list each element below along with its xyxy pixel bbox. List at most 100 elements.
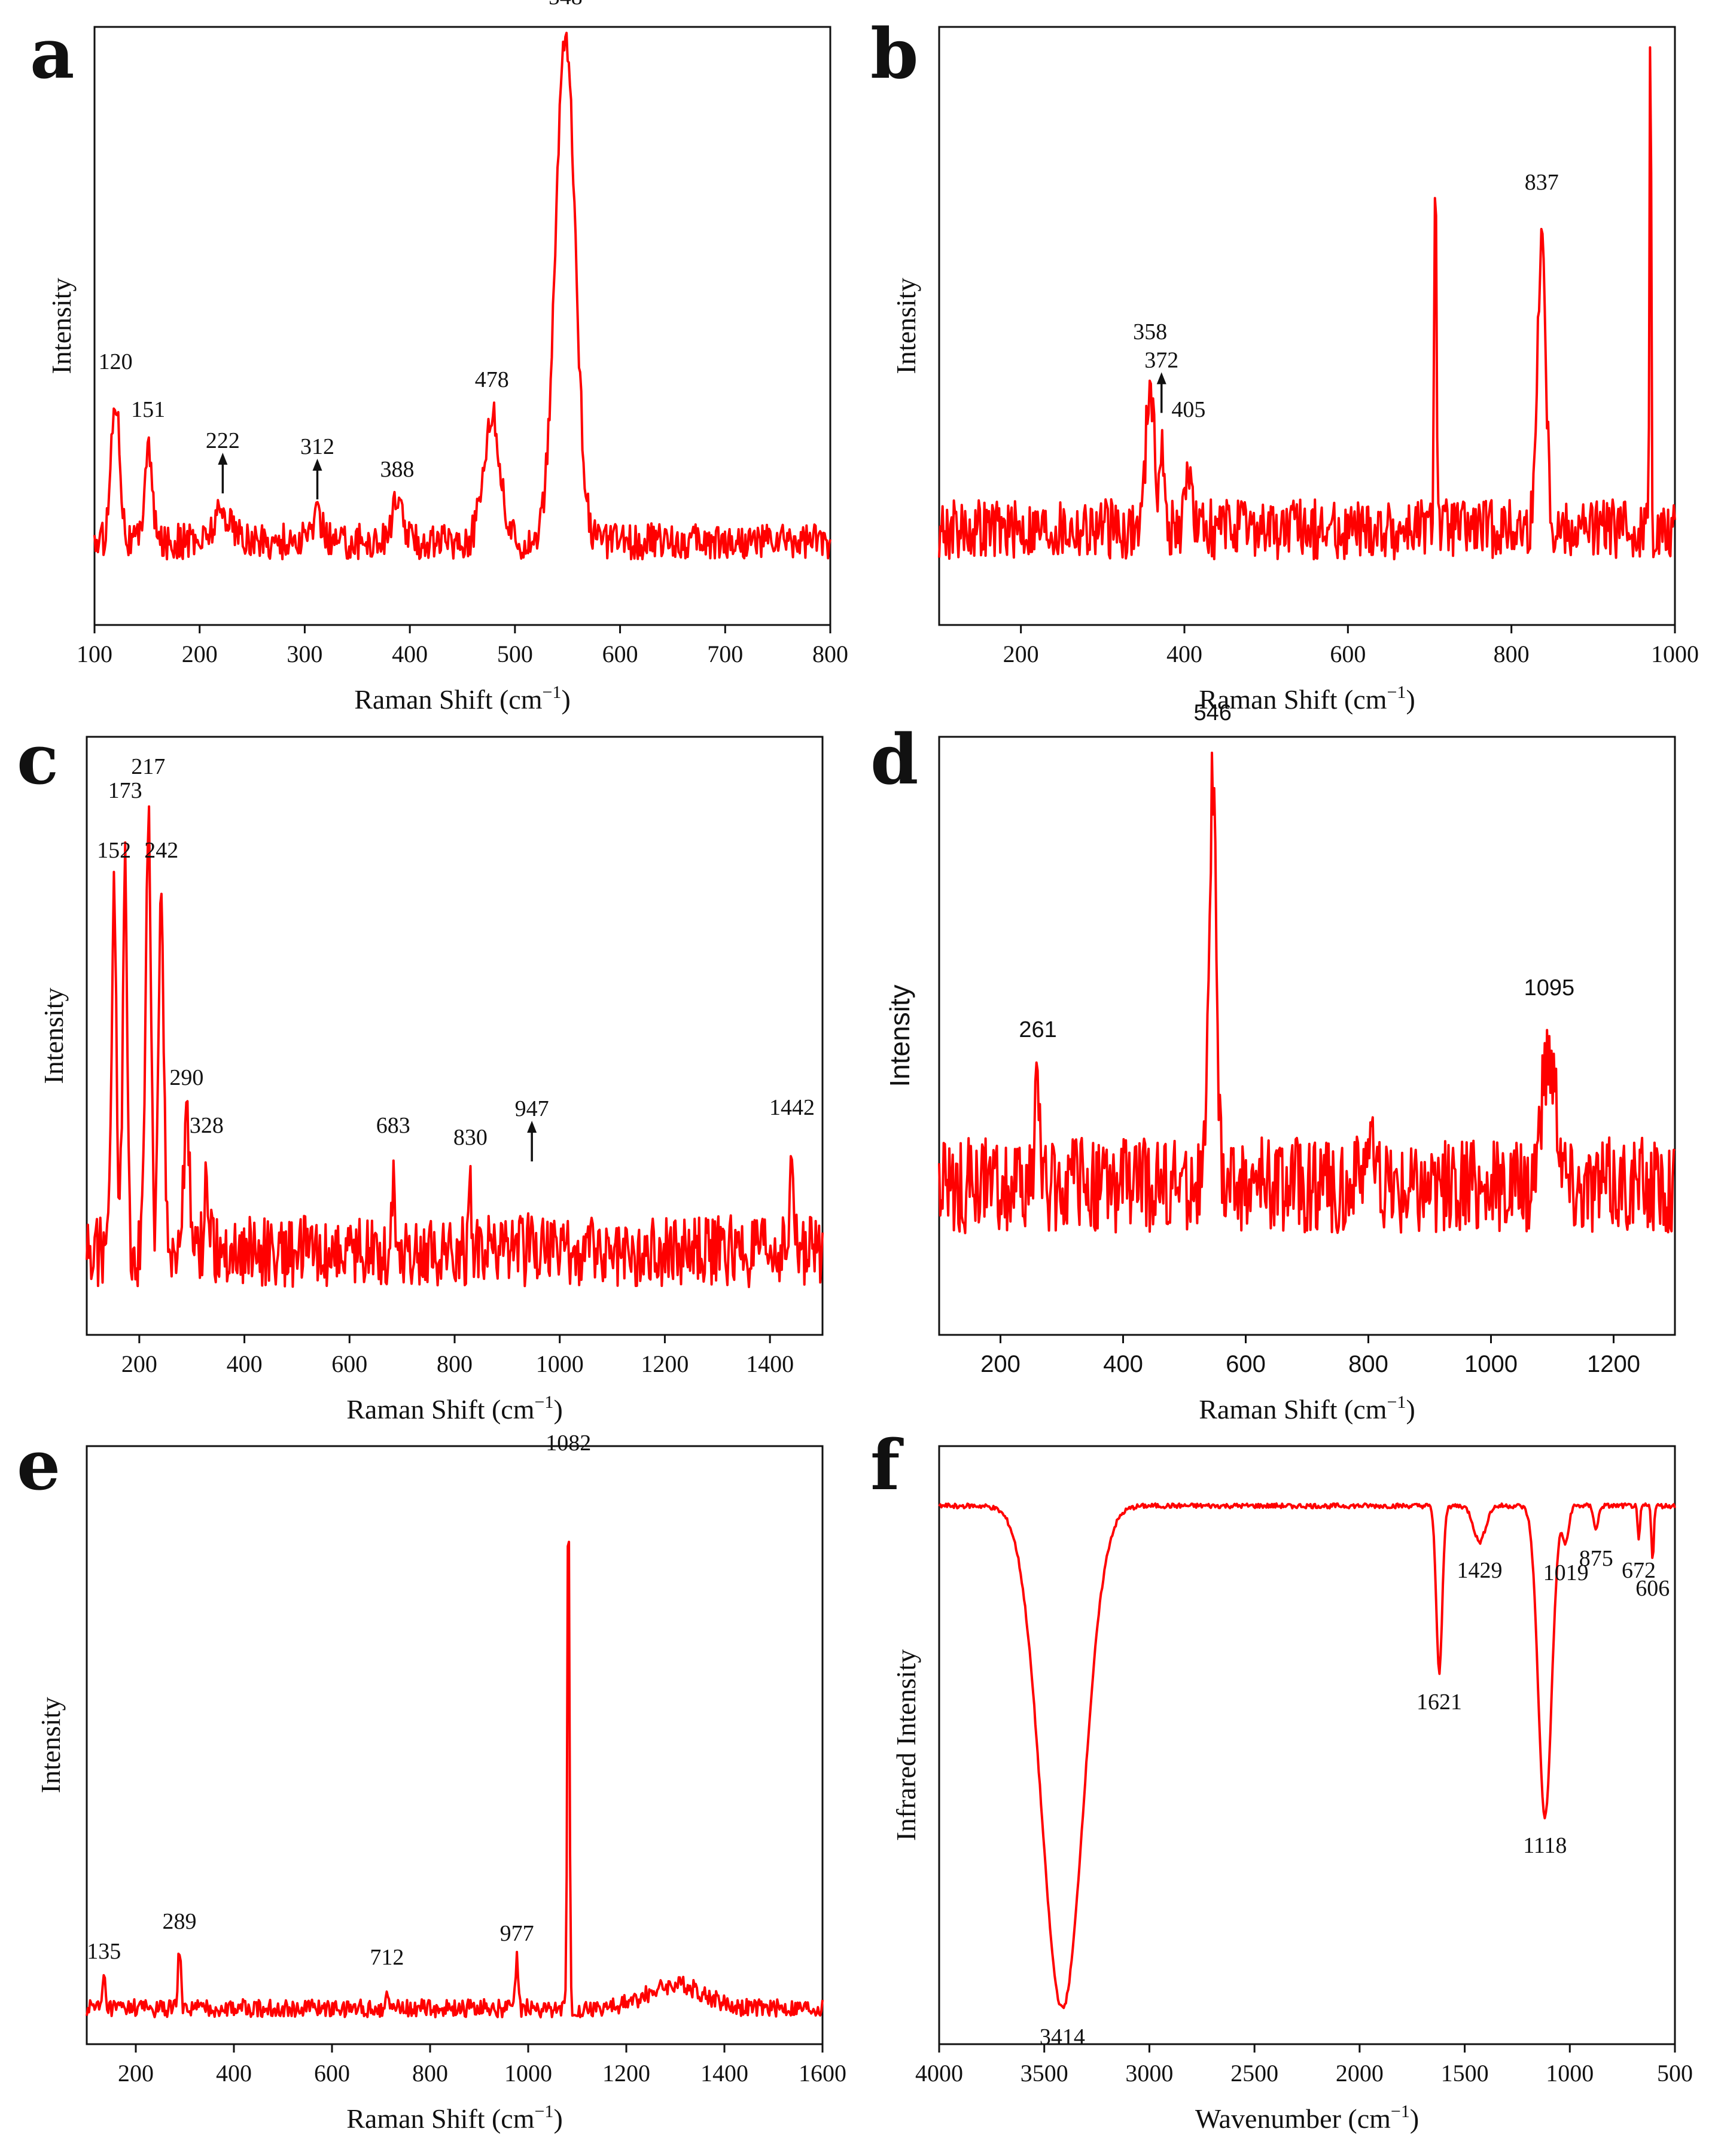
- peak-label: 405: [1171, 397, 1205, 422]
- panel-e-ticks: 200 400 600 800 1000 1200 1400 1600: [118, 2044, 846, 2087]
- panel-c-xlabel: Raman Shift (cm−1): [346, 1392, 563, 1425]
- panel-d-annotations: 261 546 1095: [1019, 700, 1574, 1042]
- x-tick-label: 1000: [1546, 2060, 1594, 2087]
- arrow-head: [312, 459, 322, 471]
- panel-a-ylabel: Intensity: [46, 278, 77, 374]
- peak-label: 135: [87, 1939, 121, 1964]
- x-tick-label: 600: [1226, 1351, 1266, 1377]
- x-tick-label: 800: [437, 1350, 473, 1377]
- peak-label: 261: [1019, 1017, 1056, 1042]
- panel-f-ylabel: Infrared Intensity: [891, 1649, 921, 1841]
- x-tick-label: 600: [314, 2060, 350, 2087]
- x-tick-label: 200: [121, 1350, 157, 1377]
- x-tick-label: 400: [227, 1350, 263, 1377]
- x-tick-label: 1000: [1464, 1351, 1518, 1377]
- panel-e-spectrum: [86, 1541, 824, 2018]
- x-tick-label: 800: [1494, 641, 1530, 667]
- panel-a: a Intensity Raman Shift (cm−1) 100 200 300…: [30, 0, 848, 715]
- panel-e-xlabel: Raman Shift (cm−1): [346, 2102, 563, 2134]
- peak-label: 222: [206, 428, 240, 453]
- arrow-head: [1156, 372, 1166, 385]
- panel-letter-a: a: [30, 14, 75, 94]
- peak-label: 1442: [769, 1095, 815, 1120]
- peak-label: 1621: [1417, 1690, 1462, 1715]
- panel-d-ticks: 200 400 600 800 1000 1200: [980, 1335, 1640, 1377]
- peak-label: 173: [108, 778, 142, 803]
- x-tick-label: 1200: [1587, 1351, 1640, 1377]
- x-tick-label: 1200: [641, 1350, 689, 1377]
- x-tick-label: 3500: [1021, 2060, 1068, 2087]
- panel-b-frame: [938, 26, 1676, 626]
- panel-b-ylabel: Intensity: [891, 278, 921, 374]
- x-tick-label: 300: [287, 641, 322, 667]
- panel-b-annotations: 358372405837970: [1133, 170, 1559, 422]
- arrow-head: [527, 1121, 537, 1133]
- x-tick-label: 600: [331, 1350, 367, 1377]
- x-tick-label: 600: [602, 641, 638, 667]
- panel-a-spectrum: [93, 32, 831, 560]
- panel-b-ticks: 200 400 600 800 1000: [1003, 625, 1699, 667]
- panel-e-annotations: 135 289 712 977 1082: [87, 1431, 591, 1970]
- peak-label: 290: [169, 1065, 203, 1090]
- panel-b-spectrum: [938, 46, 1676, 560]
- panel-b-xlabel: Raman Shift (cm−1): [1199, 682, 1415, 715]
- peak-label: 152: [97, 838, 131, 863]
- x-tick-label: 400: [216, 2060, 252, 2087]
- peak-label: 478: [475, 367, 509, 392]
- x-tick-label: 4000: [915, 2060, 963, 2087]
- panel-letter-e: e: [17, 1425, 60, 1506]
- x-tick-label: 3000: [1125, 2060, 1173, 2087]
- peak-label: 3414: [1040, 2024, 1085, 2050]
- x-tick-label: 2000: [1336, 2060, 1384, 2087]
- panel-e: e Intensity Raman Shift (cm−1) 200 400 600…: [17, 1425, 846, 2134]
- panel-d-frame: [938, 736, 1676, 1336]
- peak-label: 242: [144, 838, 178, 863]
- panel-c-spectrum: [86, 805, 824, 1288]
- x-tick-label: 400: [392, 641, 428, 667]
- panel-f-ticks: 4000 3500 3000 2500 2000 1500 1000 500: [915, 2044, 1693, 2087]
- panel-letter-b: b: [870, 14, 918, 94]
- panel-f-frame: [938, 1445, 1676, 2045]
- peak-label: 683: [376, 1113, 410, 1138]
- panel-d: d Intensity Raman Shift (cm−1) 200 400 600…: [870, 700, 1676, 1425]
- x-tick-label: 200: [1003, 641, 1039, 667]
- panel-letter-f: f: [870, 1425, 904, 1506]
- panel-d-spectrum: [938, 751, 1676, 1234]
- peak-label: 1019: [1543, 1560, 1589, 1585]
- x-tick-label: 1200: [602, 2060, 650, 2087]
- panel-f-spectrum: [938, 1502, 1676, 2009]
- x-tick-label: 100: [77, 641, 112, 667]
- peak-label: 548: [549, 0, 583, 10]
- panel-f: f Infrared Intensity Wavenumber (cm−1) 4…: [870, 1425, 1693, 2134]
- x-tick-label: 1600: [799, 2060, 846, 2087]
- peak-label: 312: [300, 434, 334, 459]
- panel-d-xlabel: Raman Shift (cm−1): [1199, 1392, 1415, 1425]
- x-tick-label: 2500: [1230, 2060, 1278, 2087]
- x-tick-label: 500: [1657, 2060, 1693, 2087]
- x-tick-label: 1000: [504, 2060, 552, 2087]
- x-tick-label: 200: [118, 2060, 154, 2087]
- peak-label: 120: [99, 349, 133, 374]
- x-tick-label: 200: [980, 1351, 1021, 1377]
- x-tick-label: 200: [182, 641, 218, 667]
- x-tick-label: 1000: [536, 1350, 584, 1377]
- panel-a-ticks: 100 200 300 400 500 600 700 800: [77, 625, 848, 667]
- x-tick-label: 800: [812, 641, 848, 667]
- x-tick-label: 800: [1348, 1351, 1388, 1377]
- panel-letter-d: d: [870, 719, 918, 800]
- x-tick-label: 1500: [1441, 2060, 1489, 2087]
- peak-label: 977: [500, 1921, 534, 1946]
- panel-d-ylabel: Intensity: [884, 984, 915, 1087]
- peak-label: 606: [1635, 1576, 1670, 1601]
- panel-letter-c: c: [17, 719, 59, 800]
- peak-label: 289: [162, 1909, 196, 1934]
- peak-label: 358: [1133, 319, 1167, 344]
- peak-label: 388: [380, 457, 415, 482]
- peak-label: 1095: [1524, 975, 1575, 1001]
- x-tick-label: 800: [412, 2060, 448, 2087]
- arrow-head: [218, 453, 228, 465]
- peak-label: 1118: [1523, 1833, 1567, 1858]
